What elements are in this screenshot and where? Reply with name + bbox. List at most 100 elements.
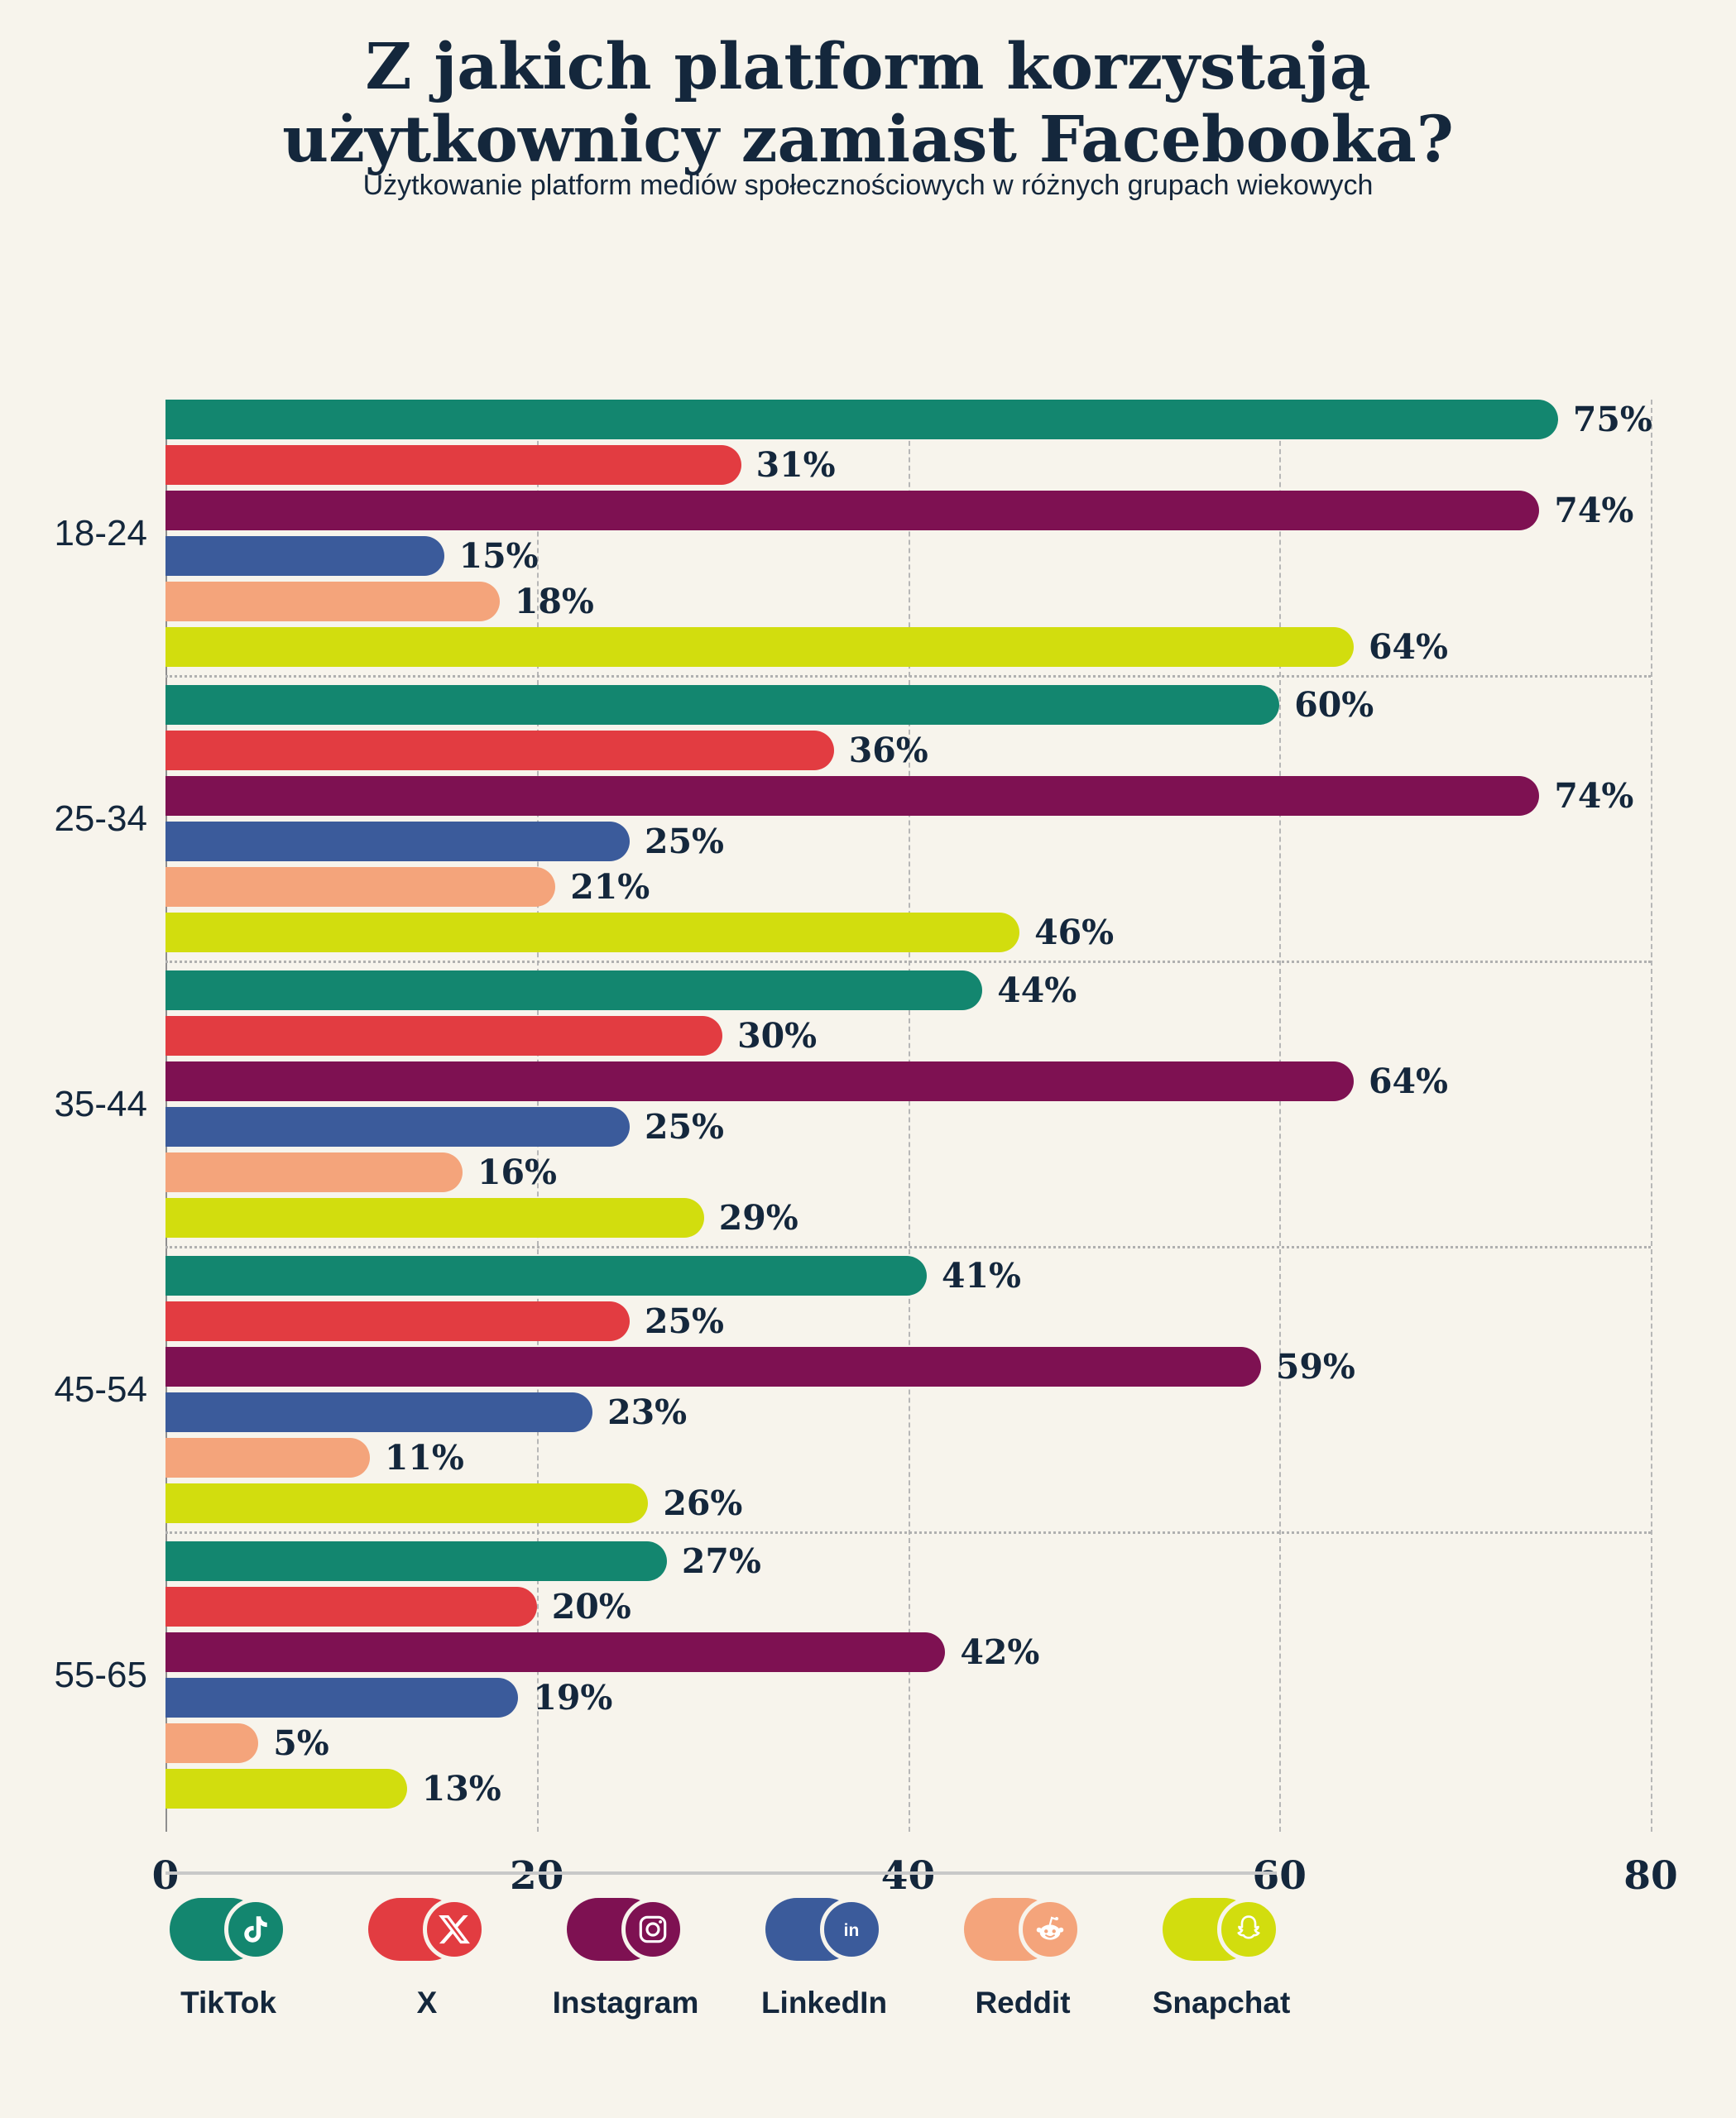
age-group-label: 35-44: [54, 1083, 147, 1124]
bar-row-tiktok: 44%: [165, 970, 1651, 1010]
linkedin-icon: in: [765, 1898, 883, 1961]
bar-value-label: 41%: [941, 1256, 1021, 1296]
reddit-bar: [165, 867, 556, 907]
x-bar: [165, 445, 741, 485]
bar-row-linkedin: 25%: [165, 1107, 1651, 1147]
instagram-icon-circle: [621, 1898, 684, 1961]
bar-row-tiktok: 75%: [165, 400, 1652, 439]
bar-row-snapchat: 13%: [165, 1769, 1651, 1809]
bar-value-label: 59%: [1275, 1347, 1355, 1387]
bar-value-label: 31%: [755, 445, 836, 485]
snapchat-bar: [165, 1769, 407, 1809]
bar-row-snapchat: 29%: [165, 1198, 1651, 1238]
bar-value-label: 29%: [718, 1198, 798, 1238]
x-bar: [165, 1016, 723, 1056]
chart-title-line2: użytkownicy zamiast Facebooka?: [282, 102, 1454, 177]
bar-row-instagram: 64%: [165, 1061, 1651, 1101]
bar-row-snapchat: 64%: [165, 627, 1651, 667]
bar-value-label: 74%: [1554, 776, 1634, 816]
group-separator: [165, 1238, 1651, 1256]
legend-label-snapchat: Snapchat: [1152, 1986, 1291, 2020]
bar-value-label: 13%: [421, 1769, 501, 1809]
tiktok-bar: [165, 1256, 927, 1296]
group-separator: [165, 667, 1651, 685]
tiktok-bar: [165, 1541, 667, 1581]
bar-row-x: 25%: [165, 1301, 1651, 1341]
group-separator-line: [165, 674, 1651, 678]
bar-row-snapchat: 46%: [165, 913, 1651, 952]
bar-row-instagram: 42%: [165, 1632, 1651, 1672]
bar-row-reddit: 21%: [165, 867, 1651, 907]
instagram-bar: [165, 776, 1540, 816]
gridline-80: [1651, 400, 1652, 1832]
legend-item-tiktok: TikTok: [170, 1898, 287, 2020]
bar-row-reddit: 11%: [165, 1438, 1651, 1478]
bar-row-reddit: 18%: [165, 582, 1651, 621]
reddit-bar: [165, 582, 500, 621]
linkedin-icon-circle: in: [820, 1898, 883, 1961]
linkedin-bar: [165, 536, 444, 576]
legend-label-reddit: Reddit: [975, 1986, 1071, 2020]
bar-value-label: 74%: [1554, 491, 1634, 530]
bar-value-label: 36%: [848, 731, 928, 770]
age-group-label: 45-54: [54, 1368, 147, 1410]
bar-value-label: 26%: [663, 1483, 743, 1523]
bar-value-label: 64%: [1369, 627, 1449, 667]
snapchat-icon-circle: [1217, 1898, 1280, 1961]
x-tick-label-0: 0: [151, 1853, 180, 1899]
linkedin-bar: [165, 1107, 630, 1147]
bar-value-label: 30%: [737, 1016, 818, 1056]
legend-item-instagram: Instagram: [553, 1898, 698, 2020]
x-bar: [165, 731, 834, 770]
bar-row-reddit: 16%: [165, 1152, 1651, 1192]
linkedin-bar: [165, 1392, 593, 1432]
x-tick-label-40: 40: [880, 1853, 936, 1899]
plot-area: 18-24 75% 31% 74% 15% 18% 64% 25-34 60% 36% 74% 25%…: [54, 400, 1652, 1832]
x-bar: [165, 1587, 537, 1627]
bar-row-linkedin: 25%: [165, 822, 1651, 861]
legend-item-linkedin: in LinkedIn: [761, 1898, 887, 2020]
bar-value-label: 25%: [644, 1107, 724, 1147]
bar-value-label: 20%: [551, 1587, 631, 1627]
legend-item-reddit: Reddit: [964, 1898, 1081, 2020]
bar-value-label: 46%: [1034, 913, 1115, 952]
instagram-bar: [165, 1061, 1354, 1101]
bar-value-label: 16%: [477, 1152, 558, 1192]
bar-value-label: 44%: [997, 970, 1077, 1010]
legend-label-instagram: Instagram: [552, 1986, 699, 2020]
instagram-icon: [567, 1898, 684, 1961]
age-group-label: 18-24: [54, 512, 147, 553]
age-group-45-54: 45-54 41% 25% 59% 23% 11% 26%: [54, 1256, 1651, 1523]
bar-row-linkedin: 19%: [165, 1678, 1651, 1718]
x-tick-label-80: 80: [1623, 1853, 1678, 1899]
snapchat-icon: [1163, 1898, 1280, 1961]
instagram-bar: [165, 1632, 946, 1672]
age-group-25-34: 25-34 60% 36% 74% 25% 21% 46%: [54, 685, 1651, 952]
age-group-35-44: 35-44 44% 30% 64% 25% 16% 29%: [54, 970, 1651, 1238]
chart-title: Z jakich platform korzystają użytkownicy…: [0, 31, 1736, 177]
instagram-bar: [165, 491, 1540, 530]
bar-row-x: 20%: [165, 1587, 1651, 1627]
bar-value-label: 15%: [458, 536, 539, 576]
reddit-icon-circle: [1019, 1898, 1081, 1961]
age-group-label: 55-65: [54, 1654, 147, 1695]
bar-value-label: 25%: [644, 1301, 724, 1341]
group-separator-line: [165, 960, 1651, 963]
gridline-40: [908, 400, 910, 1832]
legend-divider-line: [165, 1871, 1277, 1875]
bar-row-x: 36%: [165, 731, 1651, 770]
x-bar: [165, 1301, 630, 1341]
reddit-bar: [165, 1152, 463, 1192]
bar-row-linkedin: 23%: [165, 1392, 1651, 1432]
bar-value-label: 23%: [607, 1392, 688, 1432]
legend-label-x: X: [416, 1986, 438, 2020]
bar-row-linkedin: 15%: [165, 536, 1651, 576]
reddit-icon: [964, 1898, 1081, 1961]
age-group-18-24: 18-24 75% 31% 74% 15% 18% 64%: [54, 400, 1652, 667]
linkedin-bar: [165, 822, 630, 861]
group-separator-line: [165, 1531, 1651, 1534]
instagram-bar: [165, 1347, 1261, 1387]
legend-label-tiktok: TikTok: [180, 1986, 276, 2020]
bar-row-snapchat: 26%: [165, 1483, 1651, 1523]
